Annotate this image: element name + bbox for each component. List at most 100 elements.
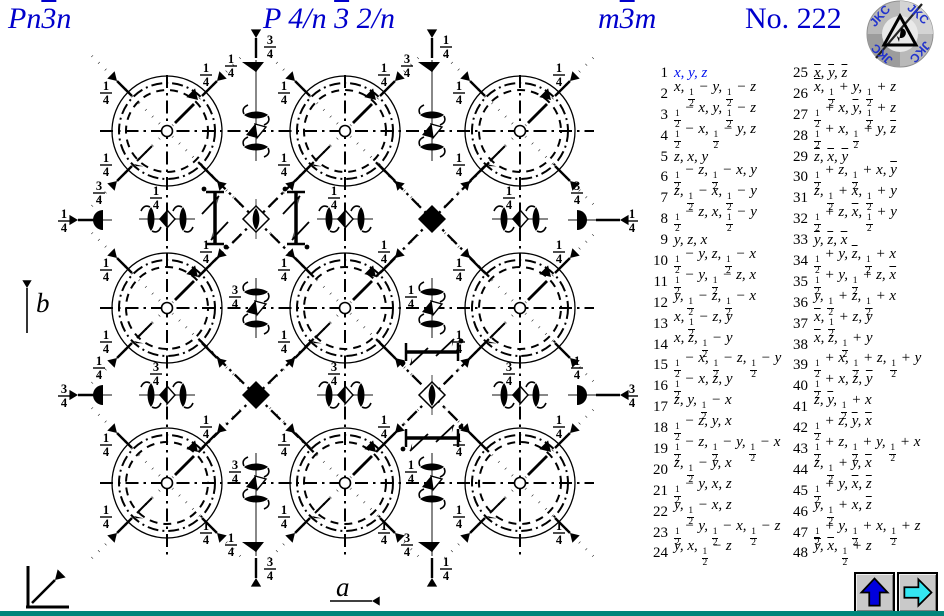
svg-text:4: 4 xyxy=(331,374,338,388)
symmetry-circle xyxy=(111,75,223,187)
position-entry[interactable]: 25 x, y, z xyxy=(784,63,942,84)
svg-text:4: 4 xyxy=(61,396,68,410)
position-number: 37 xyxy=(793,315,808,332)
svg-text:4: 4 xyxy=(629,221,636,235)
svg-text:1: 1 xyxy=(456,503,462,517)
position-entry[interactable]: 1 x, y, z xyxy=(644,63,794,84)
svg-text:4: 4 xyxy=(456,165,463,179)
svg-text:4: 4 xyxy=(103,93,110,107)
svg-text:1: 1 xyxy=(443,555,449,569)
position-entry[interactable]: 21 1 2 − y, x, z xyxy=(644,476,794,506)
position-entry[interactable]: 33 y, z, x xyxy=(784,230,942,251)
position-coordinates: x, y, z xyxy=(814,64,848,81)
svg-text:1: 1 xyxy=(103,431,109,445)
next-button[interactable] xyxy=(897,572,938,613)
svg-text:4: 4 xyxy=(281,342,288,356)
svg-text:4: 4 xyxy=(228,545,235,559)
svg-text:4: 4 xyxy=(232,297,239,311)
svg-text:4: 4 xyxy=(556,427,563,441)
svg-text:4: 4 xyxy=(61,221,68,235)
position-number: 30 xyxy=(793,169,808,186)
position-entry[interactable]: 18 1 2 − z, y, x xyxy=(644,413,794,443)
position-entry[interactable]: 40 1 2 + x, z, y xyxy=(784,371,942,401)
space-group-number: No. 222 xyxy=(745,2,842,35)
svg-text:4: 4 xyxy=(103,342,110,356)
four-fold-axis-symbol xyxy=(418,205,446,233)
svg-text:1: 1 xyxy=(228,531,234,545)
position-number: 33 xyxy=(793,232,808,249)
svg-text:4: 4 xyxy=(228,66,235,80)
position-number: 10 xyxy=(653,252,668,269)
svg-text:4: 4 xyxy=(556,75,563,89)
position-entry[interactable]: 5 z, x, y xyxy=(644,147,794,168)
position-entry[interactable]: 45 1 2 + y, x, z xyxy=(784,476,942,506)
position-number: 27 xyxy=(793,106,808,123)
svg-text:4: 4 xyxy=(506,198,513,212)
svg-text:1: 1 xyxy=(556,519,562,533)
svg-text:4: 4 xyxy=(103,517,110,531)
position-number: 3 xyxy=(660,106,669,123)
position-entry[interactable]: 9 y, z, x xyxy=(644,230,794,251)
svg-text:1: 1 xyxy=(103,79,109,93)
position-entry[interactable]: 42 1 2 + z, y, x xyxy=(784,413,942,443)
position-entry[interactable]: 29 z, x, y xyxy=(784,147,942,168)
position-coordinates: y, z, x xyxy=(674,232,708,249)
svg-text:3: 3 xyxy=(574,179,580,193)
svg-text:4: 4 xyxy=(381,427,388,441)
svg-text:4: 4 xyxy=(267,569,274,583)
up-button[interactable] xyxy=(854,572,895,613)
position-number: 42 xyxy=(793,420,808,437)
position-entry[interactable]: 16 1 2 − x, z, y xyxy=(644,371,794,401)
svg-text:1: 1 xyxy=(96,354,102,368)
position-number: 35 xyxy=(793,273,808,290)
